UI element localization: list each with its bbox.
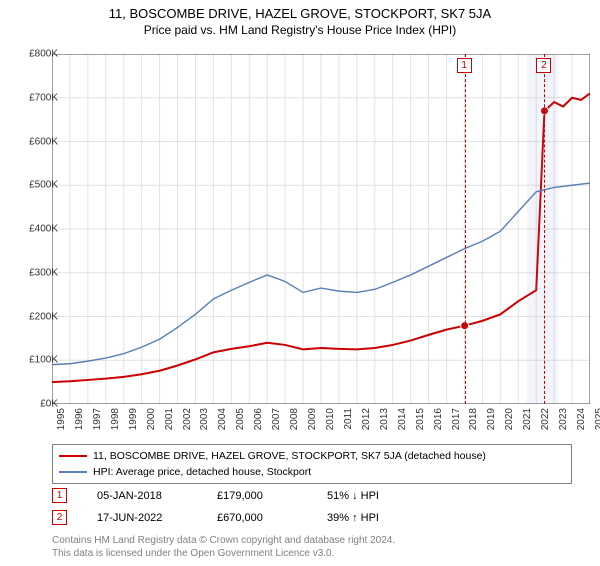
sale-marker-box: 2	[536, 58, 551, 73]
x-axis-label: 1995	[56, 408, 67, 430]
x-axis-label: 2020	[504, 408, 515, 430]
x-axis-label: 2000	[146, 408, 157, 430]
x-axis-label: 1999	[128, 408, 139, 430]
sale-delta: 51% ↓ HPI	[327, 490, 379, 502]
x-axis-label: 2023	[558, 408, 569, 430]
x-axis-label: 2014	[397, 408, 408, 430]
legend-label: 11, BOSCOMBE DRIVE, HAZEL GROVE, STOCKPO…	[93, 450, 486, 462]
x-axis-label: 2022	[540, 408, 551, 430]
y-axis-label: £0K	[8, 399, 58, 410]
footer-line: This data is licensed under the Open Gov…	[52, 547, 395, 560]
x-axis-label: 2017	[451, 408, 462, 430]
sale-row: 1 05-JAN-2018 £179,000 51% ↓ HPI	[52, 488, 379, 503]
x-axis-label: 2013	[379, 408, 390, 430]
y-axis-label: £600K	[8, 136, 58, 147]
x-axis-label: 2025	[594, 408, 600, 430]
x-axis-label: 1996	[74, 408, 85, 430]
y-axis-label: £700K	[8, 92, 58, 103]
y-axis-label: £200K	[8, 311, 58, 322]
y-axis-label: £300K	[8, 267, 58, 278]
chart-subtitle: Price paid vs. HM Land Registry's House …	[0, 23, 600, 37]
x-axis-label: 2010	[325, 408, 336, 430]
x-axis-label: 2008	[289, 408, 300, 430]
x-axis-label: 2003	[199, 408, 210, 430]
sale-row: 2 17-JUN-2022 £670,000 39% ↑ HPI	[52, 510, 379, 525]
sale-marker-icon: 2	[52, 510, 67, 525]
x-axis-label: 2021	[522, 408, 533, 430]
x-axis-label: 2006	[253, 408, 264, 430]
legend-item: 11, BOSCOMBE DRIVE, HAZEL GROVE, STOCKPO…	[59, 448, 565, 464]
sale-price: £670,000	[217, 512, 297, 524]
y-axis-label: £400K	[8, 224, 58, 235]
legend-item: HPI: Average price, detached house, Stoc…	[59, 464, 565, 480]
x-axis-label: 2004	[217, 408, 228, 430]
sale-delta: 39% ↑ HPI	[327, 512, 379, 524]
x-axis-label: 2002	[182, 408, 193, 430]
x-axis-label: 1998	[110, 408, 121, 430]
line-chart-svg	[52, 54, 590, 404]
sale-price: £179,000	[217, 490, 297, 502]
sale-marker-box: 1	[457, 58, 472, 73]
x-axis-label: 2011	[343, 408, 354, 430]
x-axis-label: 2012	[361, 408, 372, 430]
x-axis-label: 2005	[235, 408, 246, 430]
legend-label: HPI: Average price, detached house, Stoc…	[93, 466, 311, 478]
y-axis-label: £500K	[8, 180, 58, 191]
x-axis-label: 2016	[433, 408, 444, 430]
x-axis-label: 1997	[92, 408, 103, 430]
sale-date: 17-JUN-2022	[97, 512, 187, 524]
chart-title: 11, BOSCOMBE DRIVE, HAZEL GROVE, STOCKPO…	[0, 6, 600, 21]
legend-swatch-icon	[59, 471, 87, 472]
x-axis-label: 2007	[271, 408, 282, 430]
legend-box: 11, BOSCOMBE DRIVE, HAZEL GROVE, STOCKPO…	[52, 444, 572, 484]
footer-attribution: Contains HM Land Registry data © Crown c…	[52, 534, 395, 560]
y-axis-label: £800K	[8, 49, 58, 60]
y-axis-label: £100K	[8, 355, 58, 366]
chart-container: 11, BOSCOMBE DRIVE, HAZEL GROVE, STOCKPO…	[0, 6, 600, 566]
x-axis-label: 2024	[576, 408, 587, 430]
x-axis-label: 2015	[415, 408, 426, 430]
legend-swatch-icon	[59, 455, 87, 457]
chart-plot-area	[52, 54, 590, 404]
x-axis-label: 2018	[468, 408, 479, 430]
footer-line: Contains HM Land Registry data © Crown c…	[52, 534, 395, 547]
sale-marker-icon: 1	[52, 488, 67, 503]
x-axis-label: 2001	[164, 408, 175, 430]
sale-date: 05-JAN-2018	[97, 490, 187, 502]
x-axis-label: 2019	[486, 408, 497, 430]
x-axis-label: 2009	[307, 408, 318, 430]
